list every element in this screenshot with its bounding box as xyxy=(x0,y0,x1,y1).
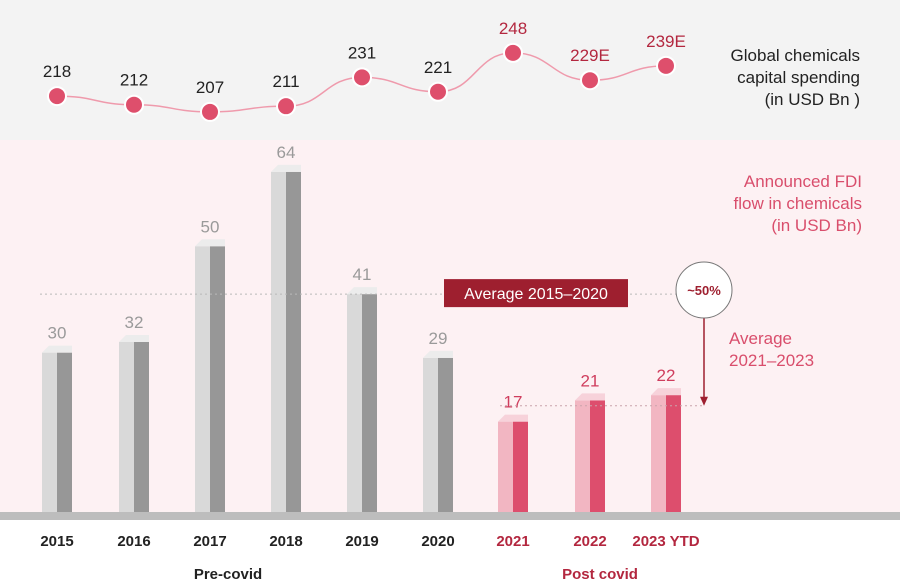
bar-top xyxy=(575,393,605,401)
capex-value-label: 207 xyxy=(196,78,224,97)
x-tick-label: 2016 xyxy=(117,533,150,550)
bar-front xyxy=(271,171,286,512)
capex-line-layer: 218 212 207 211 231 221 248 229E 239E xyxy=(43,19,686,122)
capex-value-label: 231 xyxy=(348,43,376,62)
bar-side xyxy=(513,421,528,512)
average-pre-box xyxy=(444,279,628,308)
x-tick-label: 2017 xyxy=(193,533,226,550)
bar-2018 xyxy=(271,164,301,512)
bar-2017 xyxy=(195,239,225,513)
bar-front xyxy=(119,341,134,512)
capex-value-label: 218 xyxy=(43,62,71,81)
x-tick-label: 2018 xyxy=(269,533,302,550)
bar-front xyxy=(651,395,666,512)
bar-2023-ytd xyxy=(651,388,681,512)
bar-top xyxy=(651,388,681,396)
bar-top xyxy=(423,350,453,358)
bar-value-label: 29 xyxy=(429,329,448,348)
bar-front xyxy=(575,400,590,512)
bar-value-label: 22 xyxy=(657,366,676,385)
bar-top xyxy=(119,334,149,342)
capex-value-label: 248 xyxy=(499,19,527,38)
bar-2015 xyxy=(42,345,72,512)
bar-side xyxy=(286,171,301,512)
capex-point xyxy=(656,55,676,76)
bar-value-label: 30 xyxy=(48,324,67,343)
capex-band-background xyxy=(0,0,900,140)
average-pre-label: Average 2015–2020 xyxy=(464,286,608,303)
bar-value-label: 41 xyxy=(353,265,372,284)
bar-2020 xyxy=(423,350,453,512)
bar-front xyxy=(347,294,362,512)
bar-side xyxy=(666,395,681,512)
bar-2022 xyxy=(575,393,605,512)
bar-value-label: 64 xyxy=(277,143,296,162)
bar-side xyxy=(57,352,72,512)
baseline xyxy=(0,512,900,520)
x-tick-label: 2023 YTD xyxy=(632,533,699,550)
bar-top xyxy=(498,414,528,422)
bar-top xyxy=(195,239,225,247)
bar-value-label: 17 xyxy=(504,393,523,412)
annotation-layer: Average 2015–2020 Average 2021–2023 ~50% xyxy=(40,261,814,407)
bar-side xyxy=(590,400,605,512)
fdi-title-line-1: Announced FDI xyxy=(744,172,862,191)
x-tick-label: 2021 xyxy=(496,533,529,550)
x-tick-label: 2019 xyxy=(345,533,378,550)
capex-point xyxy=(352,67,372,88)
x-tick-label: 2015 xyxy=(40,533,73,550)
capex-value-label: 212 xyxy=(120,71,148,90)
capex-point xyxy=(200,101,220,122)
bar-side xyxy=(438,357,453,512)
capex-point xyxy=(276,96,296,117)
bar-2019 xyxy=(347,287,377,512)
x-tick-label: 2020 xyxy=(421,533,454,550)
capex-value-label: 239E xyxy=(646,32,686,51)
fdi-title-line-3: (in USD Bn) xyxy=(771,216,862,235)
bar-front xyxy=(423,357,438,512)
change-arrow-head xyxy=(700,396,708,406)
fdi-bar-layer: 30 2015 32 2016 50 2017 64 2018 41 2019 29 2020 17 20… xyxy=(0,143,900,550)
bar-top xyxy=(347,287,377,295)
capex-point xyxy=(503,42,523,63)
average-post-label-line-1: Average xyxy=(729,329,792,348)
bar-top xyxy=(271,164,301,172)
bar-front xyxy=(498,421,513,512)
capex-value-label: 221 xyxy=(424,58,452,77)
average-post-label-line-2: 2021–2023 xyxy=(729,351,814,370)
bar-2016 xyxy=(119,334,149,512)
capex-point xyxy=(580,70,600,91)
x-tick-label: 2022 xyxy=(573,533,606,550)
capex-point xyxy=(428,81,448,102)
bar-value-label: 50 xyxy=(201,217,220,236)
capex-title-line-3: (in USD Bn ) xyxy=(765,90,860,109)
fdi-title-line-2: flow in chemicals xyxy=(734,194,863,213)
bar-side xyxy=(210,246,225,513)
bar-front xyxy=(195,246,210,513)
capex-title-line-1: Global chemicals xyxy=(731,46,860,65)
change-label: ~50% xyxy=(687,283,721,298)
capex-value-label: 211 xyxy=(272,72,299,91)
bar-side xyxy=(134,341,149,512)
bar-2021 xyxy=(498,414,528,512)
bar-top xyxy=(42,345,72,353)
bar-value-label: 21 xyxy=(581,371,600,390)
capex-point xyxy=(124,94,144,115)
capex-point xyxy=(47,86,67,107)
bar-side xyxy=(362,294,377,512)
bar-value-label: 32 xyxy=(125,313,144,332)
capex-value-label: 229E xyxy=(570,46,610,65)
pre-covid-label: Pre-covid xyxy=(194,566,262,583)
change-circle xyxy=(675,261,733,319)
capex-title-line-2: capital spending xyxy=(737,68,860,87)
post-covid-label: Post covid xyxy=(562,566,638,583)
bar-front xyxy=(42,352,57,512)
